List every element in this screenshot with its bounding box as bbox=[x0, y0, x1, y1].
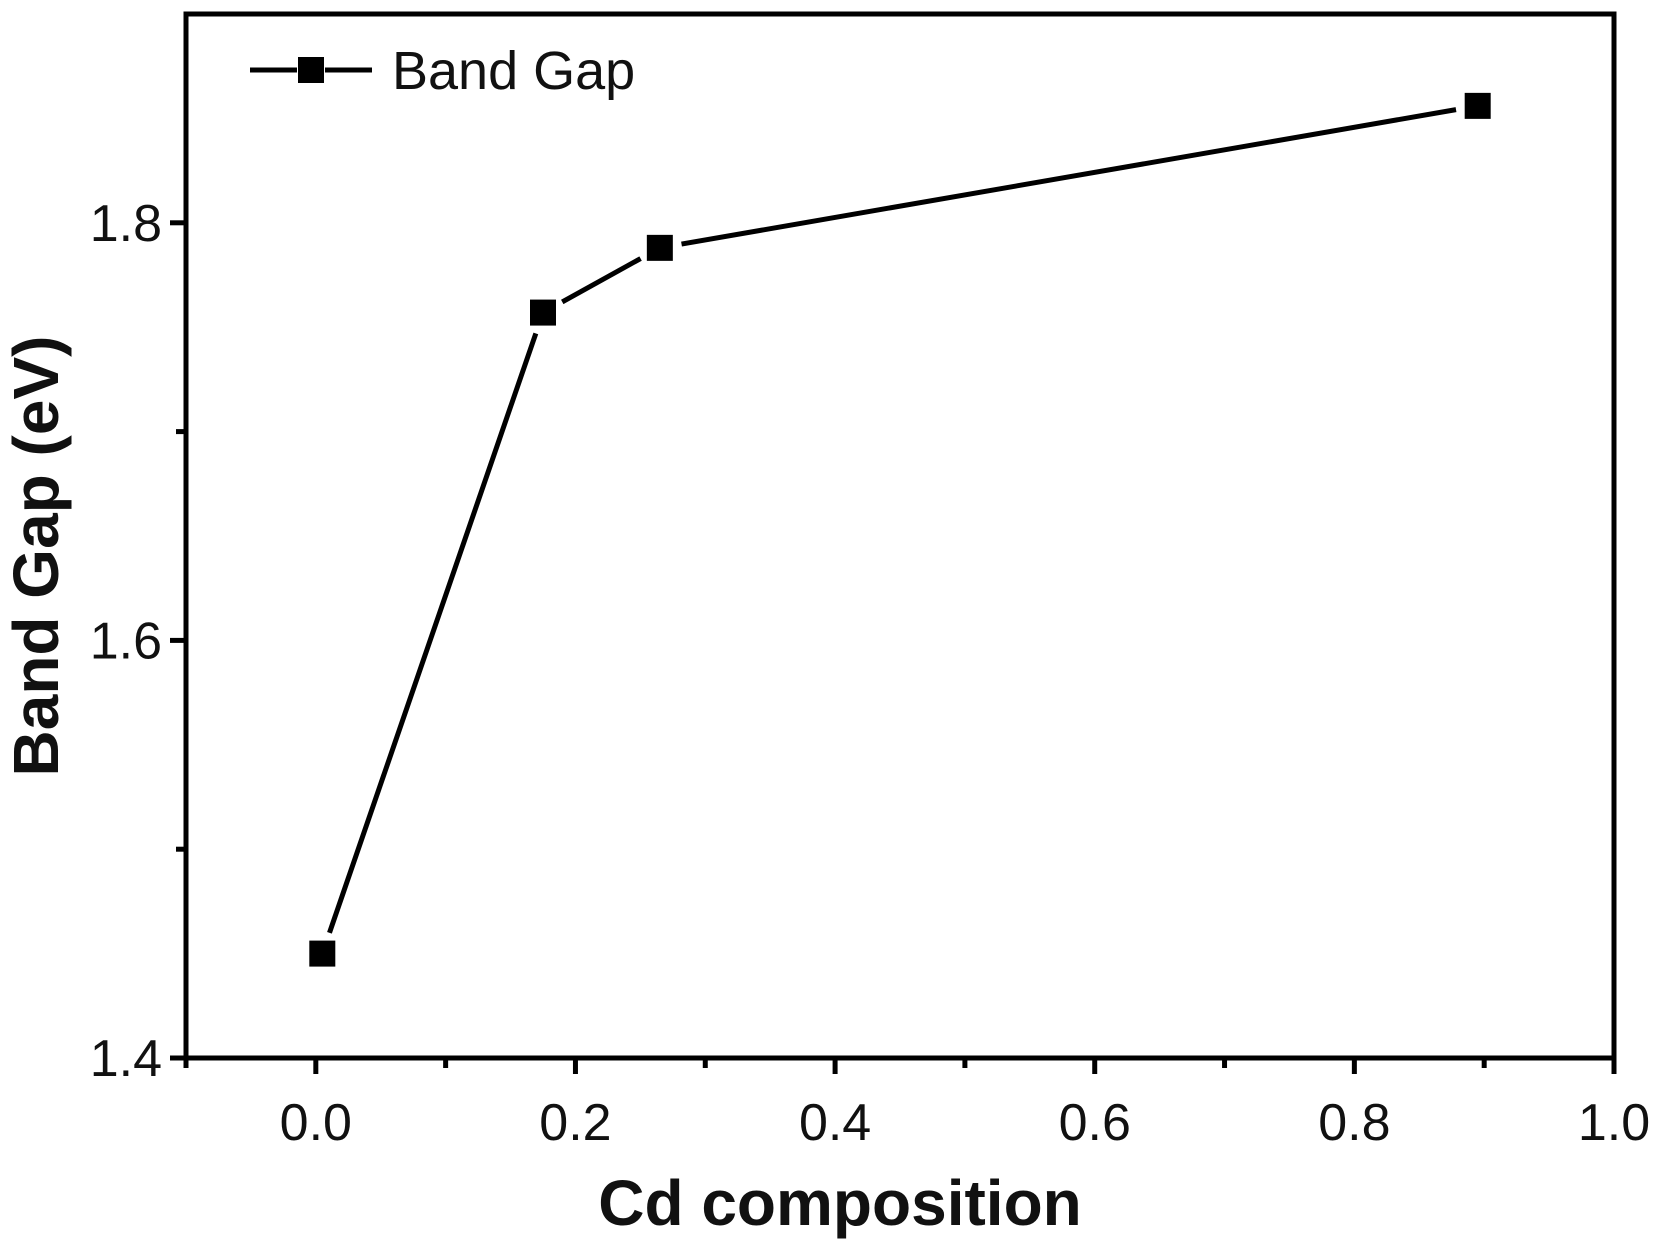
y-tick-label: 1.8 bbox=[90, 195, 162, 253]
series-line-segment bbox=[681, 107, 1457, 247]
series-lines bbox=[327, 107, 1457, 934]
x-tick-label: 0.2 bbox=[539, 1094, 611, 1152]
legend-marker bbox=[298, 57, 324, 83]
y-tick-label: 1.6 bbox=[90, 612, 162, 670]
x-tick-label: 0.6 bbox=[1059, 1094, 1131, 1152]
x-axis-title: Cd composition bbox=[598, 1167, 1082, 1239]
y-tick-label: 1.4 bbox=[90, 1030, 162, 1088]
plot-frame bbox=[183, 11, 1617, 1061]
legend: Band Gap bbox=[250, 41, 635, 101]
data-point bbox=[646, 234, 673, 261]
x-tick-label: 0.8 bbox=[1318, 1094, 1390, 1152]
legend-label: Band Gap bbox=[392, 41, 635, 101]
data-point bbox=[530, 299, 556, 326]
series-line-segment bbox=[561, 256, 642, 305]
x-tick-label: 1.0 bbox=[1578, 1094, 1650, 1152]
series-markers bbox=[309, 92, 1491, 967]
y-axis-title: Band Gap (eV) bbox=[0, 336, 72, 777]
axis-ticks bbox=[170, 220, 1617, 1074]
data-point bbox=[309, 940, 336, 967]
data-point bbox=[1464, 92, 1491, 119]
x-tick-label: 0.0 bbox=[280, 1094, 352, 1152]
series-line-segment bbox=[327, 332, 539, 934]
x-tick-label: 0.4 bbox=[799, 1094, 871, 1152]
tick-labels: 0.0 0.2 0.4 0.6 0.8 1.0 1.4 1.6 1.8 bbox=[90, 195, 1650, 1152]
